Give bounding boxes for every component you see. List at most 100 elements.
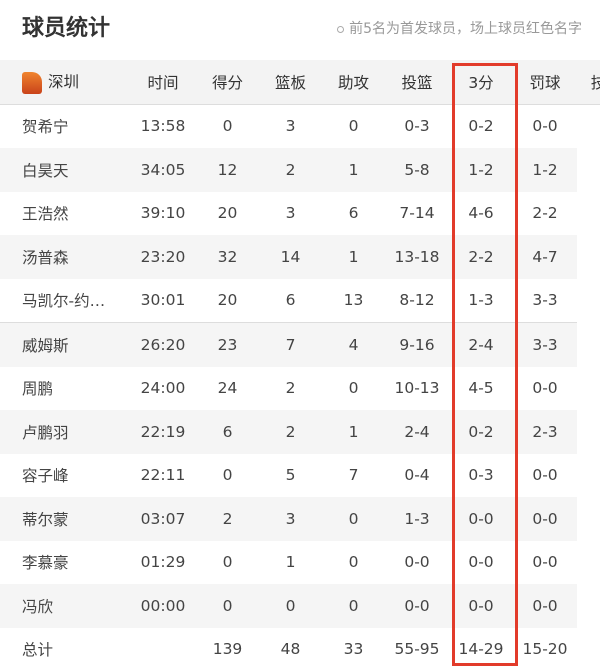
stat-cell: 3 xyxy=(259,192,322,236)
player-name[interactable]: 周鹏 xyxy=(0,367,130,411)
total-cell: 55-95 xyxy=(385,628,449,671)
stat-cell: 0-0 xyxy=(449,497,513,541)
player-name[interactable]: 蒂尔蒙 xyxy=(0,497,130,541)
stat-cell: 13-18 xyxy=(385,235,449,279)
stat-cell: 1-3 xyxy=(449,279,513,323)
stat-cell: 9-16 xyxy=(385,323,449,367)
stat-cell: 13 xyxy=(322,279,385,323)
player-name[interactable]: 白昊天 xyxy=(0,148,130,192)
stat-cell: 0 xyxy=(196,454,259,498)
total-cell: 48 xyxy=(259,628,322,671)
total-cell: 15-20 xyxy=(513,628,577,671)
player-name[interactable]: 冯欣 xyxy=(0,584,130,628)
stat-cell: 4 xyxy=(322,323,385,367)
stat-cell: 14 xyxy=(259,235,322,279)
total-cell: 139 xyxy=(196,628,259,671)
stat-cell: 3 xyxy=(259,497,322,541)
stat-cell: 2 xyxy=(196,497,259,541)
stat-cell: 0-0 xyxy=(449,584,513,628)
column-header[interactable]: 助攻 xyxy=(322,60,385,104)
stat-cell: 2-4 xyxy=(385,410,449,454)
player-name[interactable]: 容子峰 xyxy=(0,454,130,498)
stat-cell: 0 xyxy=(196,541,259,585)
stat-cell: 3-3 xyxy=(513,279,577,323)
stat-cell: 7-14 xyxy=(385,192,449,236)
player-name[interactable]: 威姆斯 xyxy=(0,323,130,367)
column-header[interactable]: 3分 xyxy=(449,60,513,104)
stat-cell: 7 xyxy=(322,454,385,498)
stat-cell: 3 xyxy=(259,104,322,148)
stat-cell: 0 xyxy=(322,497,385,541)
stat-cell: 0 xyxy=(196,104,259,148)
stat-cell: 0-3 xyxy=(449,454,513,498)
stat-cell: 32 xyxy=(196,235,259,279)
note-text: 前5名为首发球员，场上球员红色名字 xyxy=(349,21,582,37)
column-header[interactable]: 得分 xyxy=(196,60,259,104)
stat-cell: 2-4 xyxy=(449,323,513,367)
stat-cell: 0-0 xyxy=(513,497,577,541)
stat-cell: 2-3 xyxy=(513,410,577,454)
stat-cell: 0 xyxy=(322,584,385,628)
stat-cell: 4-6 xyxy=(449,192,513,236)
team-logo-icon xyxy=(22,72,42,94)
stat-cell: 0-0 xyxy=(513,584,577,628)
player-name[interactable]: 卢鹏羽 xyxy=(0,410,130,454)
total-cell: 14-29 xyxy=(449,628,513,671)
stat-cell: 01:29 xyxy=(130,541,196,585)
stat-cell: 0-3 xyxy=(385,104,449,148)
column-header[interactable]: 篮板 xyxy=(259,60,322,104)
column-header[interactable]: 技 xyxy=(577,60,600,104)
player-name[interactable]: 贺希宁 xyxy=(0,104,130,148)
column-header[interactable]: 投篮 xyxy=(385,60,449,104)
player-name[interactable]: 王浩然 xyxy=(0,192,130,236)
player-name[interactable]: 汤普森 xyxy=(0,235,130,279)
player-name[interactable]: 马凯尔-约… xyxy=(0,279,130,323)
column-header[interactable]: 时间 xyxy=(130,60,196,104)
stat-cell: 39:10 xyxy=(130,192,196,236)
stat-cell: 0 xyxy=(322,104,385,148)
stat-cell: 2 xyxy=(259,410,322,454)
stat-cell: 23:20 xyxy=(130,235,196,279)
stat-cell: 0-0 xyxy=(449,541,513,585)
stat-cell: 0 xyxy=(196,584,259,628)
stat-cell: 2 xyxy=(259,367,322,411)
team-header[interactable]: 深圳 xyxy=(0,60,130,104)
stat-cell: 30:01 xyxy=(130,279,196,323)
stat-cell: 23 xyxy=(196,323,259,367)
player-name[interactable]: 李慕豪 xyxy=(0,541,130,585)
stat-cell: 26:20 xyxy=(130,323,196,367)
stat-cell: 10-13 xyxy=(385,367,449,411)
stat-cell: 5 xyxy=(259,454,322,498)
stat-cell: 2-2 xyxy=(449,235,513,279)
page-title: 球员统计 xyxy=(22,10,110,42)
stat-cell: 6 xyxy=(259,279,322,323)
stat-cell: 0-0 xyxy=(385,541,449,585)
total-cell: 33 xyxy=(322,628,385,671)
bullet-icon xyxy=(337,26,344,33)
column-header[interactable]: 罚球 xyxy=(513,60,577,104)
stat-cell: 6 xyxy=(322,192,385,236)
stat-cell: 24 xyxy=(196,367,259,411)
total-label: 总计 xyxy=(0,628,130,671)
stat-cell: 03:07 xyxy=(130,497,196,541)
stat-cell: 0 xyxy=(322,367,385,411)
stat-cell: 0-2 xyxy=(449,104,513,148)
stat-cell: 2 xyxy=(259,148,322,192)
stat-cell: 12 xyxy=(196,148,259,192)
stat-cell: 20 xyxy=(196,279,259,323)
stat-cell: 1 xyxy=(259,541,322,585)
